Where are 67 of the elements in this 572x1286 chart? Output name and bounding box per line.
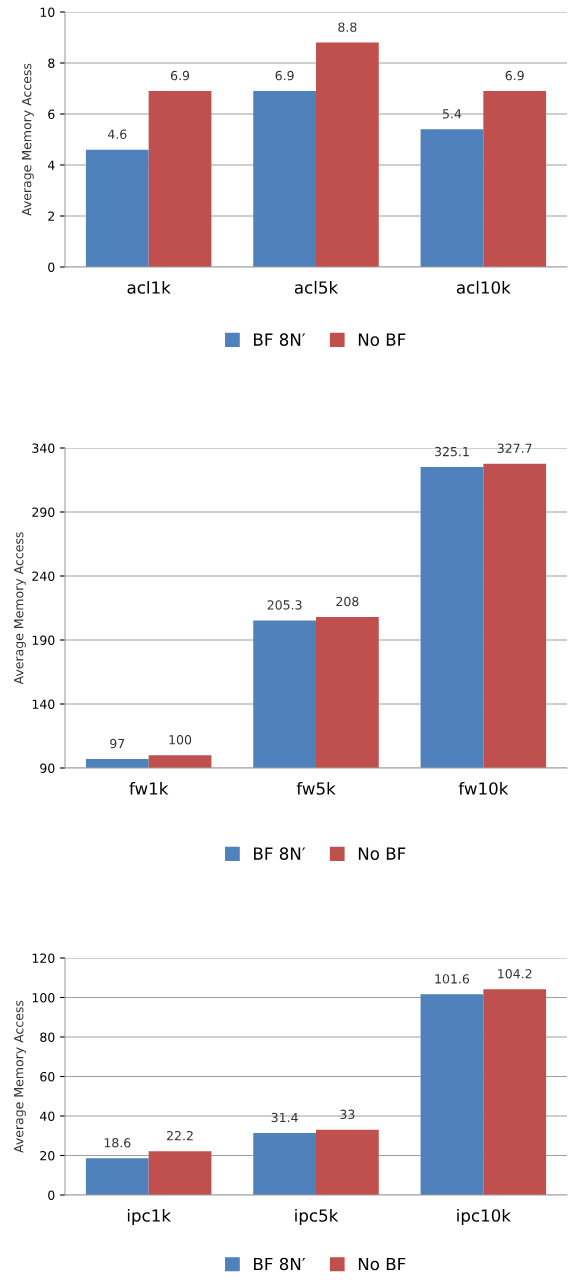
legend-label: No BF: [358, 333, 406, 346]
data-label: 4.6: [107, 129, 127, 139]
y-tick-label: 4: [47, 160, 55, 170]
bar: [85, 1158, 149, 1195]
bar: [253, 91, 316, 267]
data-label: 6.9: [505, 70, 524, 81]
legend-label: BF 8N′: [254, 847, 306, 860]
y-tick-label: 100: [32, 992, 55, 1003]
y-tick-label: 90: [40, 763, 55, 773]
data-label: 6.9: [170, 70, 190, 81]
y-tick-label: 120: [32, 953, 55, 963]
data-label: 31.4: [271, 1112, 298, 1123]
y-tick-label: 0: [48, 1190, 55, 1200]
bar: [483, 91, 547, 267]
x-tick-label: ipc1k: [127, 1208, 171, 1226]
bar: [316, 42, 379, 267]
y-tick-label: 40: [39, 1111, 55, 1121]
y-tick-label: 6: [48, 109, 55, 119]
data-label: 22.2: [167, 1130, 193, 1141]
data-label: 208: [336, 596, 359, 607]
data-label: 6.9: [275, 70, 294, 81]
x-tick-label: ipc5k: [295, 1208, 339, 1226]
legend-label: No BF: [358, 1257, 406, 1271]
data-label: 205.3: [267, 600, 302, 610]
legend-label: BF 8N′: [254, 333, 306, 346]
data-label: 325.1: [435, 446, 469, 457]
y-tick-label: 80: [40, 1032, 55, 1042]
data-label: 97: [110, 738, 125, 749]
x-tick-label: fw10k: [458, 781, 509, 795]
x-tick-label: ipc10k: [457, 1208, 511, 1226]
y-tick-label: 340: [32, 443, 55, 453]
legend-label: BF 8N′: [254, 1257, 306, 1271]
bar: [316, 1129, 379, 1195]
bar: [148, 91, 212, 267]
y-axis-title: Average Memory Access: [14, 532, 26, 685]
bar: [148, 1151, 212, 1195]
y-tick-label: 10: [40, 7, 55, 17]
y-axis-title: Average Memory Access: [14, 1000, 26, 1153]
y-tick-label: 290: [32, 507, 55, 517]
x-tick-label: fw1k: [129, 781, 169, 795]
y-tick-label: 190: [32, 635, 55, 645]
data-label: 104.2: [498, 968, 532, 979]
bar: [420, 994, 484, 1195]
y-tick-label: 60: [40, 1071, 55, 1082]
legend-label: No BF: [358, 847, 406, 860]
x-tick-label: fw5k: [296, 781, 336, 795]
x-tick-label: acl1k: [127, 280, 171, 294]
y-tick-label: 8: [48, 58, 55, 68]
y-tick-label: 20: [40, 1150, 55, 1161]
data-label: 327.7: [497, 443, 532, 453]
data-label: 100: [169, 734, 192, 745]
y-tick-label: 140: [32, 699, 55, 709]
x-tick-label: acl5k: [294, 280, 339, 294]
data-label: 33: [340, 1109, 355, 1120]
data-label: 18.6: [104, 1138, 131, 1148]
bar: [420, 129, 484, 267]
bar: [85, 149, 149, 267]
data-label: 8.8: [338, 22, 357, 32]
y-tick-label: 0: [48, 262, 55, 272]
data-label: 101.6: [435, 974, 470, 984]
y-tick-label: 2: [48, 211, 55, 221]
x-tick-label: acl10k: [456, 280, 511, 294]
bar: [253, 1132, 316, 1195]
data-label: 5.4: [442, 109, 462, 119]
bar: [483, 989, 547, 1195]
y-axis-title: Average Memory Access: [22, 63, 34, 216]
y-tick-label: 240: [32, 571, 55, 581]
